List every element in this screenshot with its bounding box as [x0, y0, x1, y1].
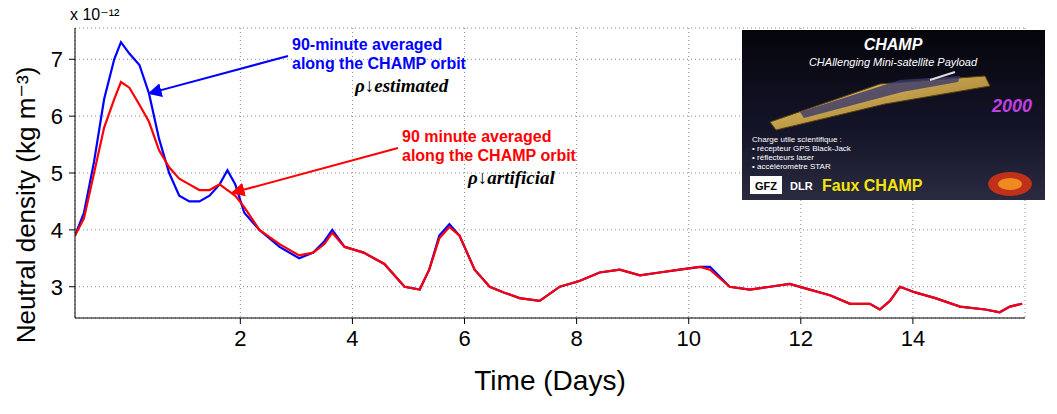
- svg-text:• accéléromètre STAR: • accéléromètre STAR: [752, 162, 831, 171]
- svg-text:4: 4: [346, 326, 358, 351]
- svg-text:2: 2: [234, 326, 246, 351]
- svg-text:3: 3: [51, 275, 63, 300]
- svg-text:10: 10: [676, 326, 700, 351]
- svg-text:12: 12: [789, 326, 813, 351]
- svg-text:• récepteur GPS Black-Jack: • récepteur GPS Black-Jack: [752, 144, 852, 153]
- svg-text:4: 4: [51, 218, 63, 243]
- svg-text:5: 5: [51, 161, 63, 186]
- svg-text:along the CHAMP orbit: along the CHAMP orbit: [402, 147, 577, 164]
- svg-text:• réflecteurs laser: • réflecteurs laser: [752, 153, 814, 162]
- svg-text:90 minute averaged: 90 minute averaged: [402, 128, 551, 145]
- svg-text:GFZ: GFZ: [755, 180, 777, 192]
- svg-text:ρ↓artificial: ρ↓artificial: [467, 167, 556, 188]
- svg-text:x 10⁻¹²: x 10⁻¹²: [70, 6, 120, 23]
- svg-text:6: 6: [51, 104, 63, 129]
- svg-text:7: 7: [51, 47, 63, 72]
- svg-text:6: 6: [458, 326, 470, 351]
- svg-text:Faux CHAMP: Faux CHAMP: [822, 177, 923, 194]
- svg-text:2000: 2000: [991, 96, 1032, 116]
- svg-text:8: 8: [570, 326, 582, 351]
- svg-text:DLR: DLR: [790, 180, 813, 192]
- svg-text:CHAllenging Mini-satellite Pay: CHAllenging Mini-satellite Payload: [809, 56, 978, 68]
- svg-text:90-minute averaged: 90-minute averaged: [292, 36, 442, 53]
- svg-text:along the CHAMP orbit: along the CHAMP orbit: [292, 55, 467, 72]
- svg-text:ρ↓estimated: ρ↓estimated: [354, 75, 449, 96]
- svg-text:CHAMP: CHAMP: [864, 36, 923, 53]
- svg-text:Neutral density (kg m⁻³): Neutral density (kg m⁻³): [11, 67, 41, 344]
- svg-text:Time (Days): Time (Days): [474, 365, 625, 396]
- svg-text:14: 14: [901, 326, 925, 351]
- svg-text:Charge utile scientifique :: Charge utile scientifique :: [752, 135, 842, 144]
